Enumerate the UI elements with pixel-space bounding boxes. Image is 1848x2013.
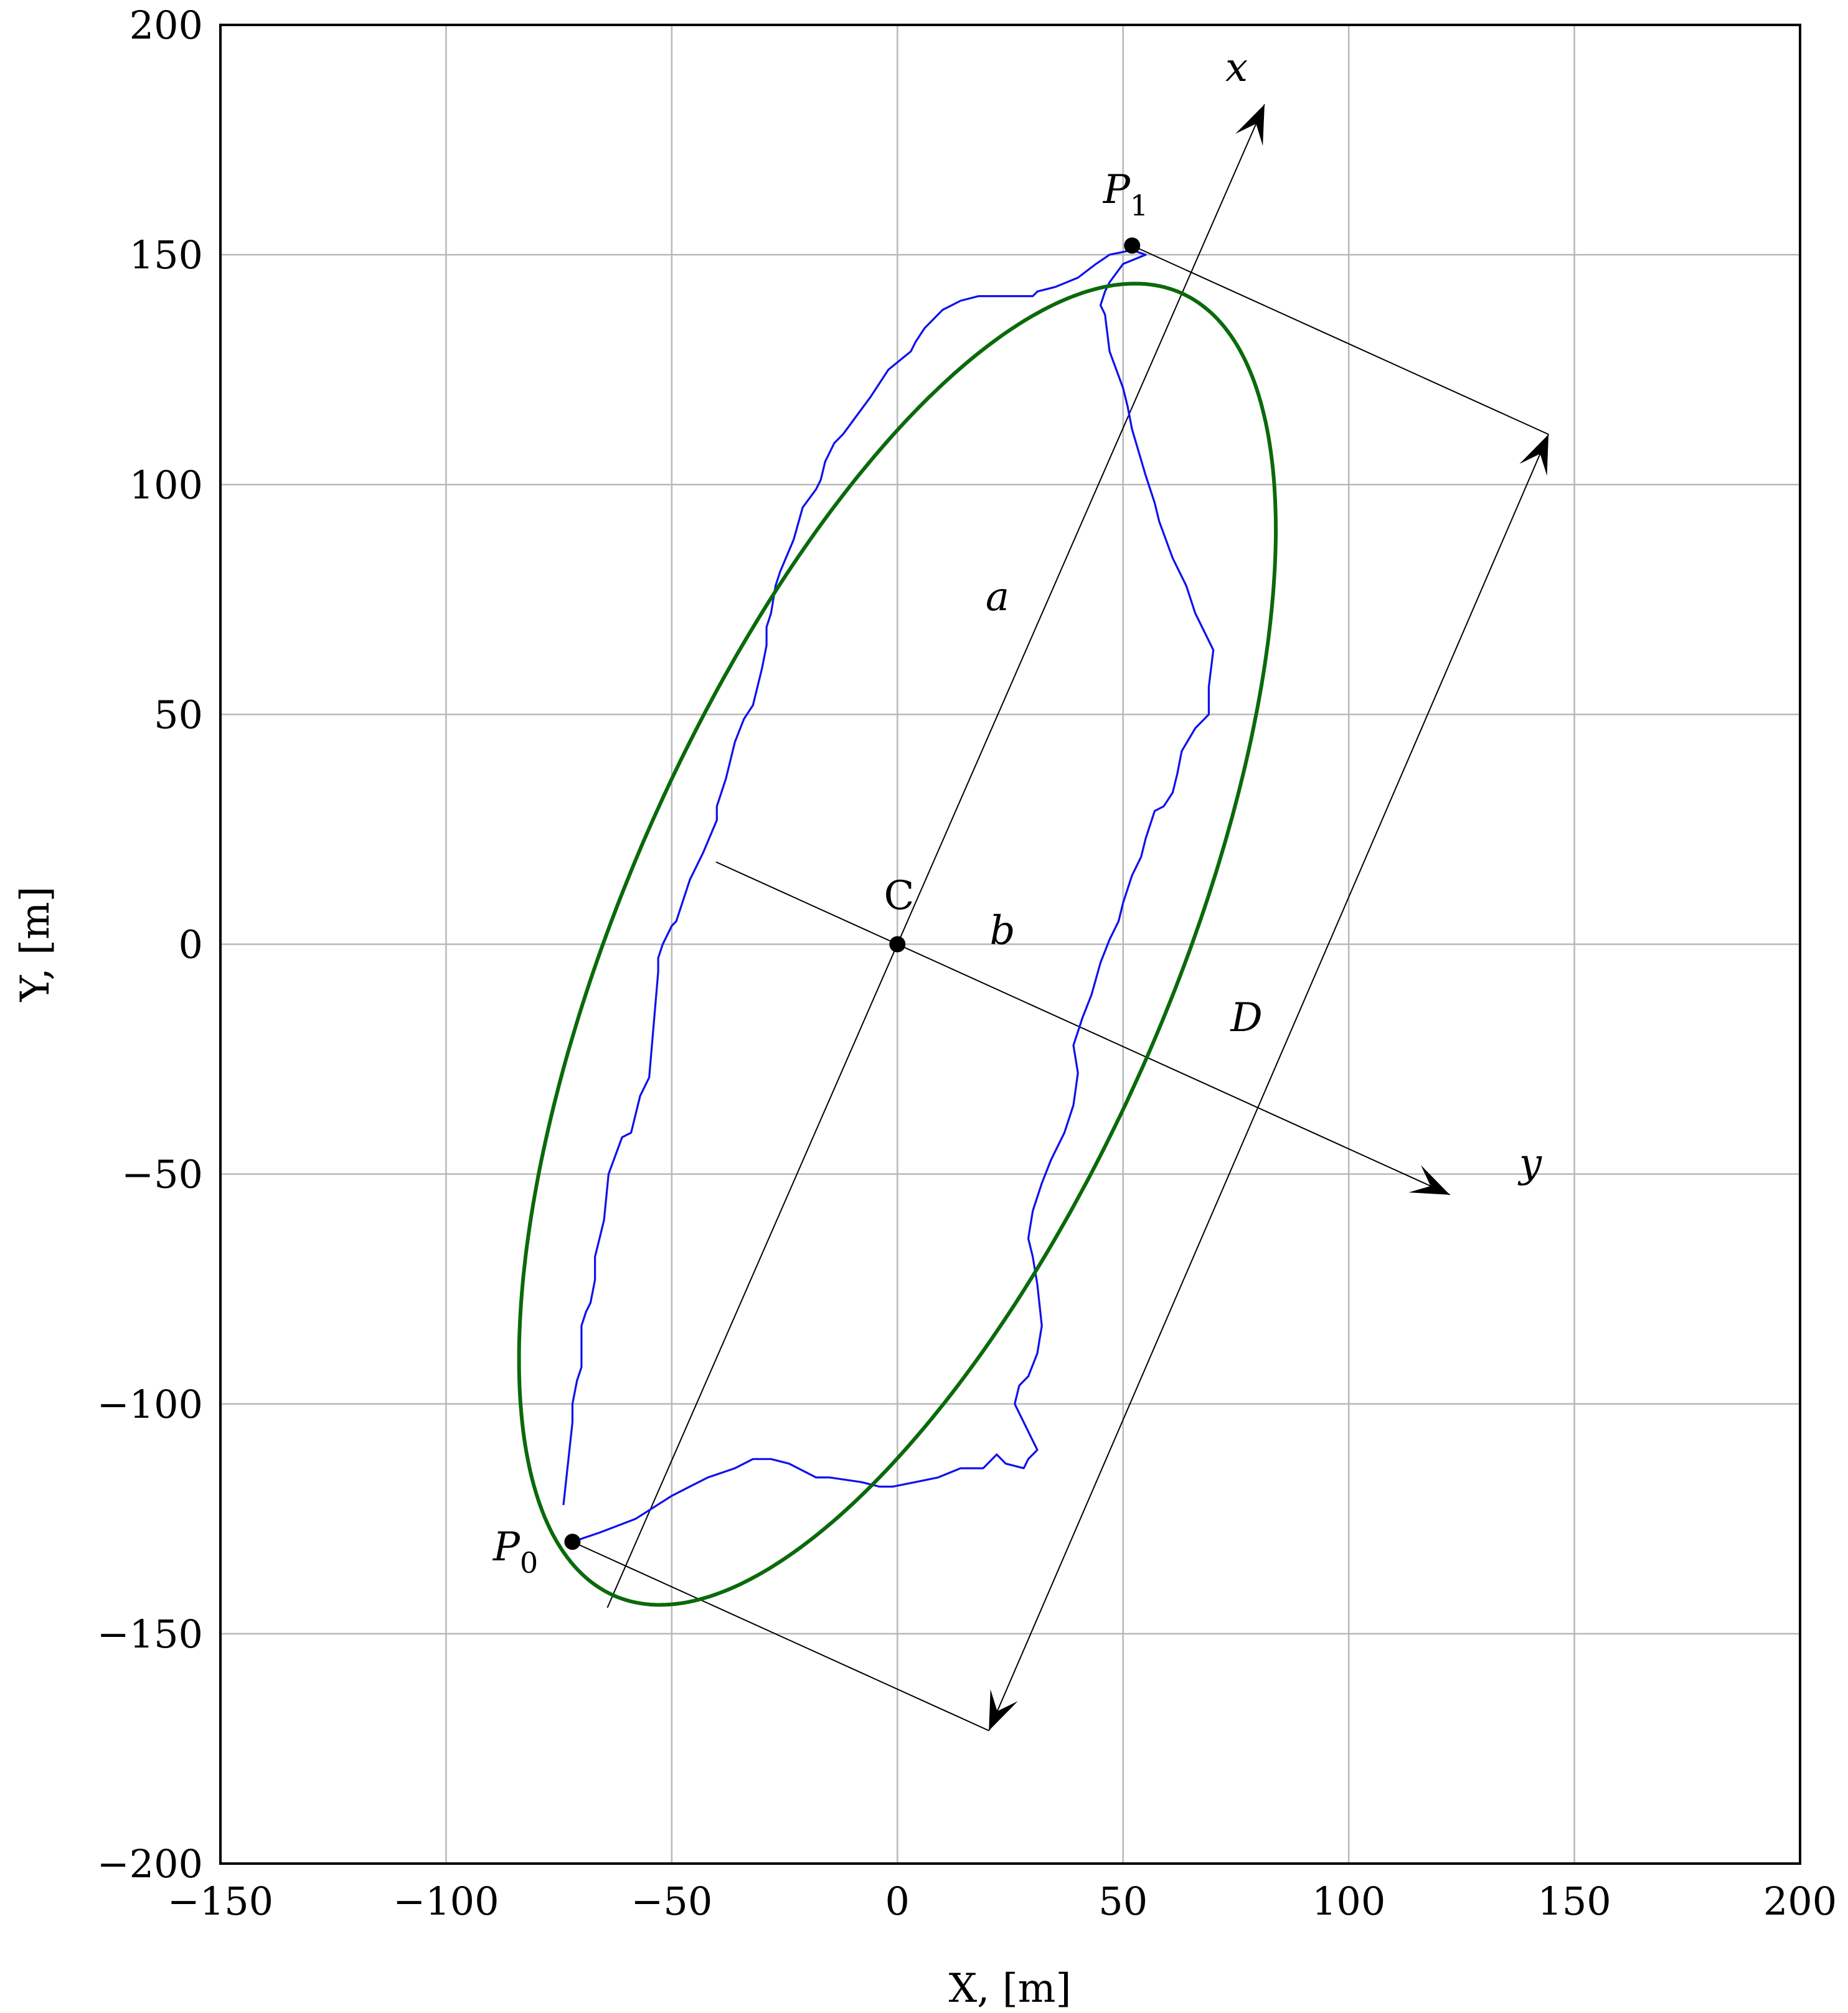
y-tick-label: −200 (97, 1841, 203, 1887)
local-x-axis-line (606, 104, 1265, 1608)
y-tick-label: −100 (97, 1382, 203, 1427)
p0-label: P0 (493, 1524, 538, 1580)
point-p1 (1124, 237, 1141, 254)
x-tick-label: −50 (631, 1879, 712, 1924)
center-label: C (884, 873, 915, 919)
y-tick-label: −150 (97, 1611, 203, 1657)
marked-points (564, 237, 1141, 1550)
p1-label: P1 (1103, 167, 1148, 222)
point-p0 (564, 1534, 581, 1550)
local-x-axis-arrow (1235, 104, 1265, 146)
geometry-annotation-lines (572, 104, 1549, 1732)
local-y-axis-line (715, 861, 1451, 1195)
extension-line-p1 (1131, 245, 1549, 435)
plot-frame (219, 24, 1801, 1865)
dimension-arrow-top (1519, 434, 1549, 476)
x-tick-label: −150 (167, 1879, 273, 1924)
x-tick-label: −100 (393, 1879, 499, 1924)
extension-line-p0 (572, 1541, 989, 1732)
data-series (517, 249, 1278, 1607)
semi-minor-label: b (990, 908, 1016, 954)
x-axis-title: X, [m] (949, 1966, 1072, 2012)
point-c (889, 936, 906, 953)
x-tick-labels: −150 −100 −50 0 50 100 150 200 (167, 1879, 1837, 1924)
y-tick-label: 150 (130, 232, 203, 278)
x-tick-label: 150 (1537, 1879, 1611, 1924)
local-y-axis-label: y (1517, 1141, 1542, 1187)
x-tick-label: 100 (1312, 1879, 1385, 1924)
y-tick-label: 50 (154, 692, 203, 737)
distance-label: D (1230, 995, 1262, 1041)
x-tick-label: 0 (885, 1879, 910, 1924)
trajectory-line (562, 249, 1215, 1543)
y-tick-labels: −200 −150 −100 −50 0 50 100 150 200 (97, 2, 203, 1887)
x-tick-label: 50 (1098, 1879, 1148, 1924)
y-tick-label: 100 (130, 462, 203, 507)
local-y-axis-arrow (1408, 1165, 1450, 1195)
fitted-ellipse (517, 281, 1278, 1607)
y-axis-title: Y, [m] (12, 886, 59, 1002)
dimension-arrow-bottom (989, 1689, 1018, 1731)
y-tick-label: −50 (121, 1152, 203, 1197)
x-tick-label: 200 (1763, 1879, 1837, 1924)
semi-major-label: a (986, 574, 1009, 620)
y-tick-label: 0 (179, 922, 203, 968)
dimension-line-d (988, 434, 1549, 1731)
local-x-axis-label: x (1225, 45, 1248, 91)
y-tick-label: 200 (130, 2, 203, 48)
